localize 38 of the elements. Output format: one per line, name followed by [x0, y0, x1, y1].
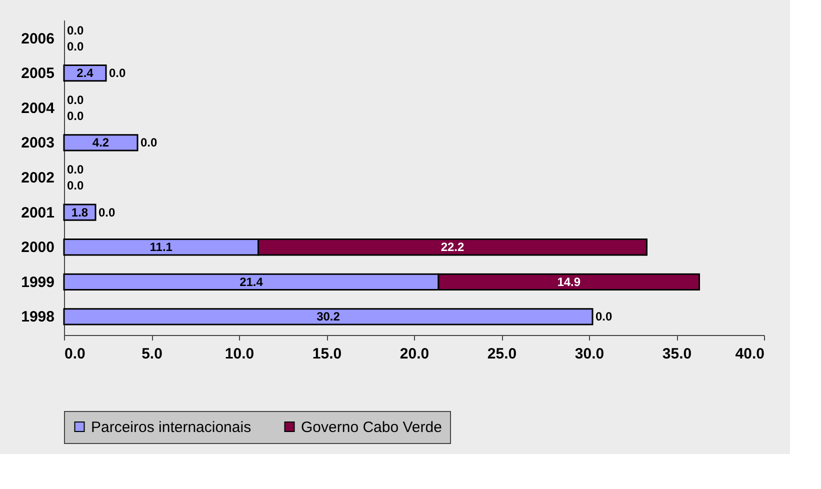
x-tick-label: 40.0 [735, 346, 764, 362]
data-label: 0.0 [98, 205, 116, 220]
data-label: 0.0 [109, 66, 126, 80]
y-tick-label: 2003 [21, 134, 54, 152]
data-label: 30.2 [316, 310, 340, 324]
data-label: 0.0 [596, 310, 613, 324]
x-tick-label: 35.0 [662, 346, 692, 362]
x-tick-label: 30.0 [574, 346, 604, 362]
y-tick-label: 1998 [21, 308, 54, 326]
data-label: 21.4 [240, 274, 264, 289]
x-tick-label: 5.0 [142, 346, 162, 362]
x-tick-label: 10.0 [224, 346, 254, 362]
data-label: 0.0 [67, 23, 84, 38]
legend-label: Parceiros internacionais [91, 418, 252, 436]
y-tick-label: 2000 [21, 239, 54, 256]
y-tick-label: 2006 [21, 30, 54, 48]
x-tick-label: 0.0 [64, 346, 86, 362]
data-label: 14.9 [557, 274, 581, 289]
data-label: 11.1 [150, 240, 173, 254]
data-label: 0.0 [67, 39, 84, 54]
legend-label: Governo Cabo Verde [301, 418, 442, 436]
y-tick-label: 2005 [21, 65, 54, 82]
data-label: 2.4 [76, 66, 94, 80]
data-label: 4.2 [92, 136, 110, 150]
data-label: 0.0 [67, 108, 84, 123]
data-label: 0.0 [67, 92, 84, 107]
y-tick-label: 2002 [21, 170, 54, 186]
data-label: 22.2 [440, 240, 464, 254]
data-label: 1.8 [71, 205, 88, 220]
x-tick-label: 15.0 [312, 346, 342, 362]
data-label: 0.0 [67, 162, 84, 176]
y-tick-label: 2001 [21, 204, 54, 222]
x-tick-label: 25.0 [487, 346, 517, 362]
y-tick-label: 1999 [21, 274, 54, 291]
data-label: 0.0 [67, 178, 84, 192]
y-tick-label: 2004 [21, 100, 56, 117]
data-label: 0.0 [140, 136, 158, 150]
x-tick-label: 20.0 [400, 346, 430, 362]
